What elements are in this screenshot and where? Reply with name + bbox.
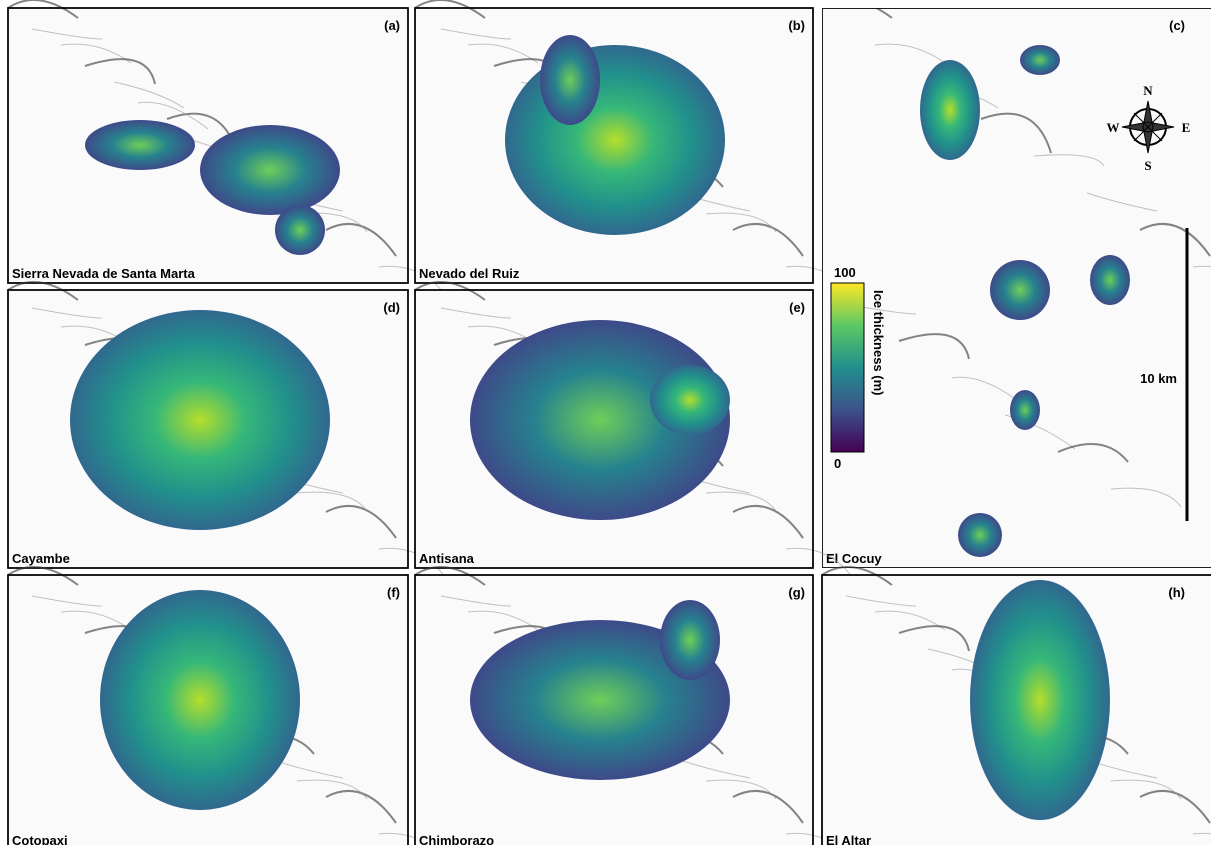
hillshade — [1139, 222, 1211, 257]
panel-frame-border — [7, 574, 409, 850]
hillshade — [7, 566, 79, 586]
map-panel: (g) Chimborazo — [414, 566, 842, 850]
panel-frame-border — [7, 7, 409, 284]
hillshade — [31, 28, 103, 40]
hillshade — [1057, 443, 1129, 463]
hillshade — [296, 491, 368, 512]
panel-name: El Altar — [826, 833, 871, 845]
panel-name: Cayambe — [12, 551, 70, 566]
hillshade — [440, 307, 512, 319]
panel-letter: (e) — [789, 300, 805, 315]
hillshade — [1110, 779, 1182, 800]
panel-letter: (a) — [384, 18, 400, 33]
panel-name: Antisana — [419, 551, 475, 566]
panel-letter: (g) — [788, 585, 805, 600]
hillshade — [414, 281, 486, 301]
glacier — [470, 320, 730, 520]
map-panel: (e) Antisana — [414, 281, 857, 584]
hillshade — [898, 333, 970, 360]
panel-name: Cotopaxi — [12, 833, 68, 845]
map-panel: (c) El Cocuy — [822, 8, 1211, 568]
hillshade — [732, 222, 804, 257]
hillshade — [1192, 832, 1211, 835]
hillshade — [1110, 487, 1182, 508]
glacier — [990, 260, 1050, 320]
map-panel: (h) El Altar — [821, 566, 1211, 850]
hillshade — [414, 566, 486, 586]
hillshade — [440, 595, 512, 607]
hillshade — [705, 491, 777, 512]
hillshade — [679, 759, 751, 779]
panel-letter: (f) — [387, 585, 400, 600]
glacier — [505, 45, 725, 235]
hillshade — [31, 595, 103, 607]
glacier — [958, 513, 1002, 557]
hillshade — [1033, 154, 1105, 167]
hillshade — [7, 281, 79, 301]
panel-name: El Cocuy — [826, 551, 882, 566]
map-panel: (d) Cayambe — [7, 281, 450, 584]
panel-letter: (b) — [788, 18, 805, 33]
map-panel: (a) Sierra Nevada de Santa Marta — [7, 0, 450, 302]
hillshade — [113, 81, 185, 109]
glacier — [200, 125, 340, 215]
hillshade — [732, 789, 804, 824]
hillshade — [1086, 192, 1158, 212]
hillshade — [31, 307, 103, 319]
glacier — [70, 310, 330, 530]
compass-label: W — [1107, 120, 1120, 135]
glacier — [1090, 255, 1130, 305]
panel-name: Chimborazo — [419, 833, 494, 845]
panel-letter: (h) — [1168, 585, 1185, 600]
colorbar-tick-label: 0 — [834, 456, 841, 471]
hillshade — [414, 0, 486, 19]
colorbar-tick-label: 100 — [834, 265, 856, 280]
compass-label: S — [1144, 158, 1151, 173]
compass-label: N — [1143, 83, 1153, 98]
glacier — [100, 590, 300, 810]
glacier — [660, 600, 720, 680]
hillshade — [705, 779, 777, 800]
glacier — [650, 365, 730, 435]
scale-bar-label: 10 km — [1140, 371, 1177, 386]
hillshade — [1192, 265, 1211, 268]
hillshade — [845, 595, 917, 607]
hillshade — [440, 28, 512, 40]
panel-frame-border — [821, 574, 1211, 850]
hillshade — [7, 0, 79, 19]
panel-frame-border — [414, 289, 814, 569]
glacier — [85, 120, 195, 170]
panel-letter: (c) — [1169, 18, 1185, 33]
compass-rose — [1121, 100, 1175, 154]
map-panel: (b) Nevado del Ruiz — [414, 0, 857, 302]
hillshade — [822, 8, 893, 19]
map-panel: (f) Cotopaxi — [7, 566, 435, 850]
colorbar — [830, 282, 865, 453]
glacier — [1020, 45, 1060, 75]
hillshade — [980, 112, 1052, 154]
colorbar-label: Ice thickness (m) — [871, 290, 886, 396]
hillshade — [137, 101, 209, 130]
glacier — [540, 35, 600, 125]
glacier — [1010, 390, 1040, 430]
panel-name: Nevado del Ruiz — [419, 266, 520, 281]
glacier — [970, 580, 1110, 820]
panel-frame-border — [414, 7, 814, 284]
hillshade — [325, 504, 397, 539]
hillshade — [874, 43, 946, 64]
hillshade — [898, 625, 970, 652]
panel-frame-border — [7, 289, 409, 569]
hillshade — [821, 566, 893, 586]
panel-frame-border — [414, 574, 814, 850]
panel-name: Sierra Nevada de Santa Marta — [12, 266, 196, 281]
hillshade — [732, 504, 804, 539]
hillshade — [84, 58, 156, 85]
hillshade — [296, 779, 368, 800]
panel-letter: (d) — [383, 300, 400, 315]
hillshade — [705, 212, 777, 233]
glacier — [920, 60, 980, 160]
compass-label: E — [1182, 120, 1191, 135]
glacier — [275, 205, 325, 255]
